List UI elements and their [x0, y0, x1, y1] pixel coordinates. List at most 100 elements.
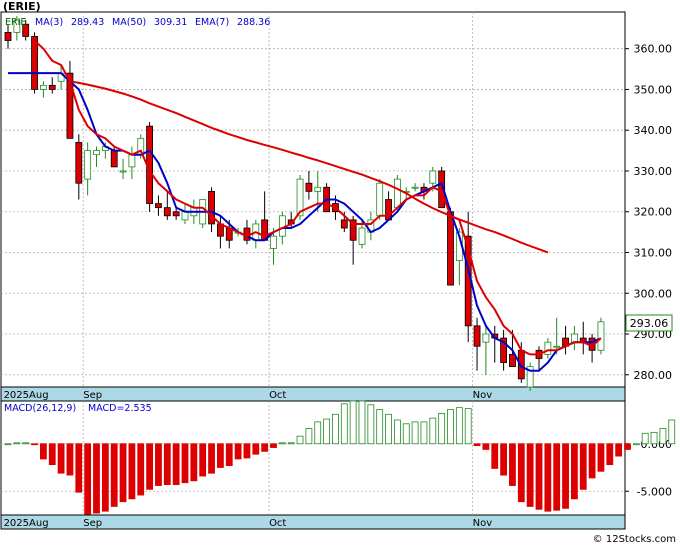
- macd-bar-negative: [597, 443, 605, 472]
- last-price-label: 293.06: [630, 317, 669, 330]
- candle-down: [500, 337, 508, 363]
- macd-bar-negative: [40, 443, 47, 460]
- legend-ma3-value: 289.43: [71, 17, 104, 28]
- candle-up: [597, 321, 605, 351]
- macd-x-tick-label: Oct: [269, 518, 286, 529]
- macd-bar-negative: [199, 443, 207, 477]
- candle-up: [411, 186, 419, 189]
- macd-bar-negative: [243, 443, 251, 459]
- candle-down: [155, 203, 162, 209]
- macd-bar-negative: [146, 443, 154, 490]
- candle-up: [296, 178, 304, 217]
- macd-bar-positive: [296, 435, 304, 445]
- macd-bar-negative: [270, 443, 277, 448]
- candle-down: [22, 23, 30, 37]
- macd-bar-negative: [66, 443, 74, 476]
- macd-bar-negative: [473, 443, 481, 447]
- macd-bar-negative: [482, 443, 490, 450]
- macd-bar-negative: [172, 443, 180, 485]
- macd-x-tick-label: 2025Aug: [4, 518, 49, 529]
- macd-bar-negative: [155, 443, 162, 486]
- macd-bar-positive: [385, 413, 392, 445]
- macd-bar-positive: [438, 412, 446, 445]
- macd-y-tick-label: -5.000: [637, 485, 672, 498]
- price-x-tick-label: Oct: [269, 390, 286, 401]
- macd-bar-positive: [668, 419, 676, 445]
- macd-bar-negative: [509, 443, 516, 486]
- legend-ema7-label: EMA(7): [195, 17, 229, 28]
- macd-bar-positive: [447, 409, 454, 445]
- macd-bar-negative: [252, 443, 260, 455]
- macd-label: MACD(26,12,9): [4, 403, 76, 414]
- macd-bar-positive: [349, 400, 357, 445]
- macd-bar-positive: [429, 417, 437, 445]
- candle-up: [181, 211, 189, 221]
- macd-bar-negative: [544, 443, 552, 512]
- moving-average-lines: [8, 39, 602, 372]
- price-x-tick-label: 2025Aug: [4, 390, 49, 401]
- macd-bar-negative: [588, 443, 596, 479]
- macd-bar-negative: [517, 443, 525, 503]
- candle-down: [447, 211, 454, 286]
- macd-bar-negative: [571, 443, 578, 500]
- legend-ema7-value: 288.36: [237, 17, 270, 28]
- macd-bar-negative: [57, 443, 65, 474]
- macd-bar-negative: [553, 443, 561, 511]
- macd-bar-positive: [659, 428, 667, 445]
- macd-bar-negative: [31, 443, 38, 446]
- macd-bar-positive: [332, 413, 339, 445]
- candle-down: [4, 31, 12, 41]
- candle-down: [473, 325, 481, 347]
- candle-down: [163, 207, 171, 217]
- price-y-tick-label: 280.00: [634, 369, 673, 382]
- price-x-tick-label: Nov: [473, 390, 493, 401]
- price-y-tick-label: 360.00: [634, 43, 673, 56]
- candle-up: [393, 178, 401, 209]
- macd-bar-positive: [393, 419, 401, 445]
- candle-down: [208, 190, 215, 225]
- line-ema-7: [33, 39, 602, 356]
- macd-bar-positive: [314, 421, 322, 445]
- macd-bar-negative: [261, 443, 269, 452]
- candle-up: [13, 19, 21, 33]
- macd-bar-positive: [650, 431, 658, 445]
- macd-y-axis: 0.000-5.000: [625, 438, 672, 498]
- candle-up: [40, 84, 47, 90]
- candle-up: [358, 227, 366, 245]
- macd-bar-positive: [4, 443, 12, 446]
- macd-x-tick-label: Sep: [83, 518, 102, 529]
- price-vertical-gridlines: [82, 12, 474, 387]
- macd-bar-negative: [163, 443, 171, 485]
- macd-bar-positive: [455, 407, 463, 445]
- macd-x-axis: 2025Aug Sep Oct Nov: [4, 518, 493, 529]
- macd-bar-positive: [464, 408, 472, 445]
- legend-ma50-value: 309.31: [154, 17, 187, 28]
- macd-bar-positive: [358, 400, 366, 445]
- macd-bar-positive: [305, 428, 313, 445]
- macd-date-axis-band: [0, 514, 626, 530]
- macd-histogram: [4, 400, 676, 515]
- macd-bar-negative: [190, 443, 198, 482]
- candle-down: [66, 72, 74, 139]
- candle-up: [482, 333, 490, 343]
- macd-bar-negative: [48, 443, 56, 466]
- macd-bar-positive: [340, 403, 348, 445]
- macd-bar-negative: [84, 443, 92, 515]
- candle-up: [429, 170, 437, 184]
- macd-bar-negative: [500, 443, 508, 476]
- ticker-tag: ERIE: [5, 17, 26, 28]
- macd-bar-negative: [75, 443, 83, 493]
- price-x-axis: 2025Aug Sep Oct Nov: [4, 390, 493, 401]
- candle-up: [128, 154, 136, 168]
- price-y-tick-label: 320.00: [634, 206, 673, 219]
- macd-bar-negative: [137, 443, 145, 496]
- watermark: © 12Stocks.com: [593, 534, 676, 545]
- macd-bar-negative: [225, 443, 233, 467]
- candle-down: [349, 219, 357, 241]
- macd-bar-positive: [376, 409, 384, 445]
- macd-bar-negative: [615, 443, 623, 457]
- macd-bar-negative: [216, 443, 224, 468]
- macd-bar-negative: [579, 443, 587, 490]
